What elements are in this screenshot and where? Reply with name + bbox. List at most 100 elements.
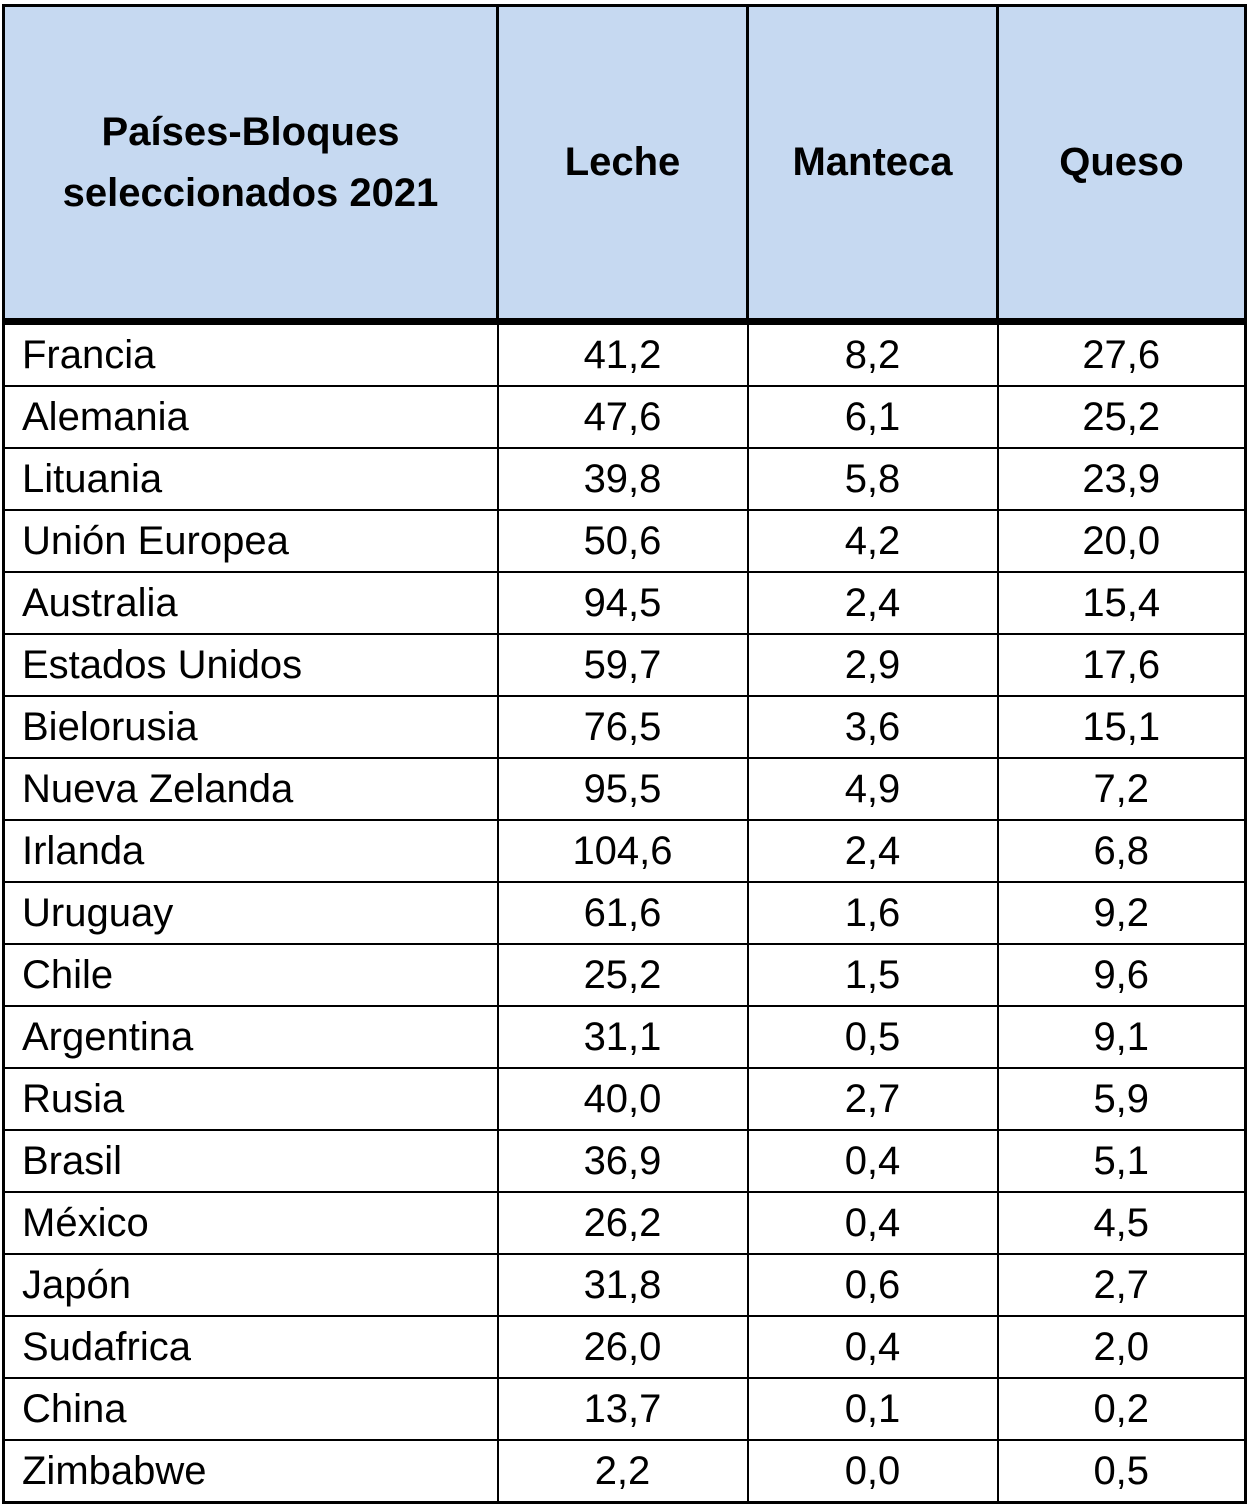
cell-leche: 95,5 <box>496 757 749 821</box>
table-body: Francia 41,2 8,2 27,6 Alemania 47,6 6,1 25,2 Lit… <box>2 320 1247 1504</box>
cell-leche: 36,9 <box>496 1129 749 1193</box>
table-row: Rusia 40,0 2,7 5,9 <box>2 1067 1247 1131</box>
table-row: Estados Unidos 59,7 2,9 17,6 <box>2 633 1247 697</box>
cell-queso: 6,8 <box>996 819 1247 883</box>
cell-country: China <box>2 1377 499 1441</box>
cell-leche: 2,2 <box>496 1439 749 1504</box>
cell-leche: 94,5 <box>496 571 749 635</box>
cell-queso: 20,0 <box>996 509 1247 573</box>
cell-country: Australia <box>2 571 499 635</box>
consumption-table: Países-Bloques seleccionados 2021 Leche … <box>2 4 1247 1504</box>
table-row: China 13,7 0,1 0,2 <box>2 1377 1247 1441</box>
cell-country: Zimbabwe <box>2 1439 499 1504</box>
cell-manteca: 2,7 <box>746 1067 999 1131</box>
table-row: Zimbabwe 2,2 0,0 0,5 <box>2 1439 1247 1504</box>
cell-country: Chile <box>2 943 499 1007</box>
cell-leche: 104,6 <box>496 819 749 883</box>
cell-queso: 15,4 <box>996 571 1247 635</box>
cell-queso: 17,6 <box>996 633 1247 697</box>
table-row: Australia 94,5 2,4 15,4 <box>2 571 1247 635</box>
cell-country: Argentina <box>2 1005 499 1069</box>
cell-manteca: 8,2 <box>746 320 999 387</box>
cell-manteca: 2,9 <box>746 633 999 697</box>
cell-leche: 25,2 <box>496 943 749 1007</box>
cell-queso: 2,0 <box>996 1315 1247 1379</box>
cell-leche: 31,8 <box>496 1253 749 1317</box>
table-row: Bielorusia 76,5 3,6 15,1 <box>2 695 1247 759</box>
table-row: Sudafrica 26,0 0,4 2,0 <box>2 1315 1247 1379</box>
table-row: Lituania 39,8 5,8 23,9 <box>2 447 1247 511</box>
cell-manteca: 0,6 <box>746 1253 999 1317</box>
cell-country: Francia <box>2 320 499 387</box>
cell-queso: 25,2 <box>996 385 1247 449</box>
table-row: Nueva Zelanda 95,5 4,9 7,2 <box>2 757 1247 821</box>
cell-leche: 26,2 <box>496 1191 749 1255</box>
cell-leche: 39,8 <box>496 447 749 511</box>
cell-leche: 47,6 <box>496 385 749 449</box>
cell-country: México <box>2 1191 499 1255</box>
cell-country: Sudafrica <box>2 1315 499 1379</box>
cell-manteca: 4,9 <box>746 757 999 821</box>
cell-queso: 15,1 <box>996 695 1247 759</box>
table-row: Irlanda 104,6 2,4 6,8 <box>2 819 1247 883</box>
table-row: Uruguay 61,6 1,6 9,2 <box>2 881 1247 945</box>
cell-queso: 4,5 <box>996 1191 1247 1255</box>
cell-country: Unión Europea <box>2 509 499 573</box>
cell-manteca: 1,6 <box>746 881 999 945</box>
cell-manteca: 0,4 <box>746 1191 999 1255</box>
header-queso: Queso <box>996 4 1247 325</box>
table-row: Chile 25,2 1,5 9,6 <box>2 943 1247 1007</box>
cell-queso: 5,1 <box>996 1129 1247 1193</box>
cell-manteca: 4,2 <box>746 509 999 573</box>
cell-queso: 0,5 <box>996 1439 1247 1504</box>
cell-manteca: 0,5 <box>746 1005 999 1069</box>
cell-country: Nueva Zelanda <box>2 757 499 821</box>
header-row: Países-Bloques seleccionados 2021 Leche … <box>2 4 1247 325</box>
cell-country: Lituania <box>2 447 499 511</box>
cell-manteca: 0,4 <box>746 1129 999 1193</box>
cell-manteca: 3,6 <box>746 695 999 759</box>
cell-leche: 61,6 <box>496 881 749 945</box>
cell-queso: 5,9 <box>996 1067 1247 1131</box>
cell-leche: 41,2 <box>496 320 749 387</box>
cell-country: Brasil <box>2 1129 499 1193</box>
table-row: México 26,2 0,4 4,5 <box>2 1191 1247 1255</box>
header-country: Países-Bloques seleccionados 2021 <box>2 4 499 325</box>
table-row: Francia 41,2 8,2 27,6 <box>2 320 1247 387</box>
cell-manteca: 0,1 <box>746 1377 999 1441</box>
cell-country: Rusia <box>2 1067 499 1131</box>
cell-manteca: 1,5 <box>746 943 999 1007</box>
cell-leche: 40,0 <box>496 1067 749 1131</box>
table-row: Brasil 36,9 0,4 5,1 <box>2 1129 1247 1193</box>
cell-manteca: 5,8 <box>746 447 999 511</box>
cell-country: Irlanda <box>2 819 499 883</box>
cell-leche: 26,0 <box>496 1315 749 1379</box>
table-row: Unión Europea 50,6 4,2 20,0 <box>2 509 1247 573</box>
cell-queso: 9,1 <box>996 1005 1247 1069</box>
table-row: Alemania 47,6 6,1 25,2 <box>2 385 1247 449</box>
cell-queso: 23,9 <box>996 447 1247 511</box>
cell-leche: 50,6 <box>496 509 749 573</box>
header-leche: Leche <box>496 4 749 325</box>
cell-manteca: 0,0 <box>746 1439 999 1504</box>
cell-queso: 9,2 <box>996 881 1247 945</box>
cell-leche: 59,7 <box>496 633 749 697</box>
table-row: Japón 31,8 0,6 2,7 <box>2 1253 1247 1317</box>
table-row: Argentina 31,1 0,5 9,1 <box>2 1005 1247 1069</box>
cell-country: Uruguay <box>2 881 499 945</box>
cell-manteca: 2,4 <box>746 819 999 883</box>
cell-queso: 0,2 <box>996 1377 1247 1441</box>
cell-queso: 2,7 <box>996 1253 1247 1317</box>
cell-country: Alemania <box>2 385 499 449</box>
cell-queso: 9,6 <box>996 943 1247 1007</box>
cell-leche: 13,7 <box>496 1377 749 1441</box>
cell-country: Estados Unidos <box>2 633 499 697</box>
cell-manteca: 2,4 <box>746 571 999 635</box>
cell-country: Bielorusia <box>2 695 499 759</box>
cell-queso: 27,6 <box>996 320 1247 387</box>
cell-country: Japón <box>2 1253 499 1317</box>
header-manteca: Manteca <box>746 4 999 325</box>
cell-leche: 31,1 <box>496 1005 749 1069</box>
cell-queso: 7,2 <box>996 757 1247 821</box>
cell-manteca: 6,1 <box>746 385 999 449</box>
